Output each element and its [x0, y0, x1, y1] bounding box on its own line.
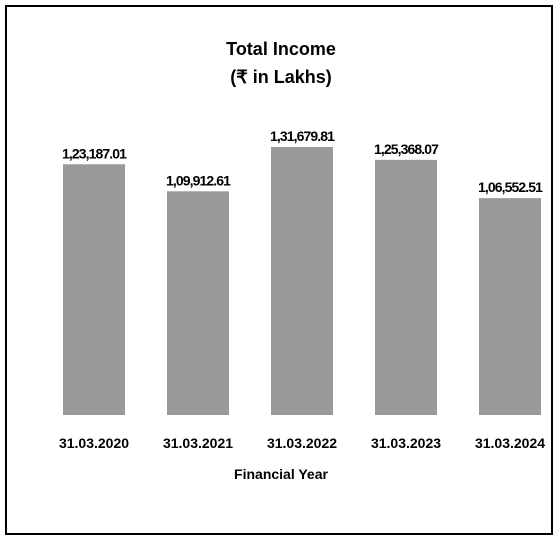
data-labels-group: 1,23,187.01 1,09,912.61 1,31,679.81 1,25,36… — [62, 128, 544, 195]
chart-frame: Total Income (₹ in Lakhs) 1,23,187.01 1,0… — [5, 5, 553, 535]
income-bar-chart: Total Income (₹ in Lakhs) 1,23,187.01 1,0… — [59, 39, 545, 482]
x-tick-label-31.03.2020: 31.03.2020 — [59, 435, 129, 451]
data-label-31.03.2023: 1,25,368.07 — [374, 141, 439, 157]
chart-subtitle: (₹ in Lakhs) — [230, 67, 331, 87]
bar-31.03.2023 — [375, 159, 437, 415]
x-tick-label-31.03.2022: 31.03.2022 — [267, 435, 337, 451]
x-tick-label-31.03.2024: 31.03.2024 — [475, 435, 545, 451]
bars-group — [63, 147, 541, 415]
bar-31.03.2024 — [479, 198, 541, 415]
chart-title: Total Income — [226, 39, 336, 59]
bar-31.03.2020 — [63, 164, 125, 415]
x-tick-label-31.03.2021: 31.03.2021 — [163, 435, 233, 451]
x-axis-label: Financial Year — [234, 466, 328, 482]
data-label-31.03.2020: 1,23,187.01 — [62, 145, 127, 161]
x-tick-label-31.03.2023: 31.03.2023 — [371, 435, 441, 451]
bar-31.03.2022 — [271, 147, 333, 415]
data-label-31.03.2024: 1,06,552.51 — [478, 179, 543, 195]
data-label-31.03.2022: 1,31,679.81 — [270, 128, 335, 144]
data-label-31.03.2021: 1,09,912.61 — [166, 172, 231, 188]
x-tick-labels-group: 31.03.2020 31.03.2021 31.03.2022 31.03.2023… — [59, 435, 545, 451]
bar-31.03.2021 — [167, 191, 229, 415]
